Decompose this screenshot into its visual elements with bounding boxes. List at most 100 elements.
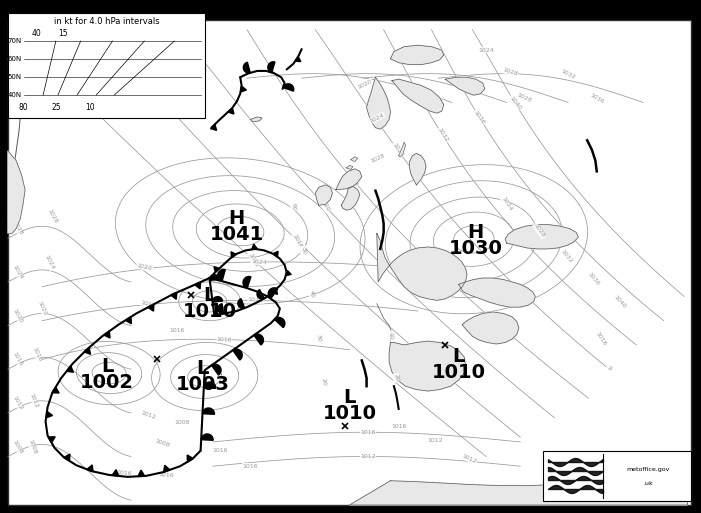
Polygon shape: [46, 411, 53, 418]
Text: 1008: 1008: [27, 439, 37, 455]
Polygon shape: [240, 86, 247, 92]
Text: 1010: 1010: [182, 302, 236, 321]
Text: 1016: 1016: [594, 331, 607, 347]
Text: 40N: 40N: [8, 92, 22, 98]
Text: 1020: 1020: [137, 263, 153, 271]
Text: 1016: 1016: [158, 472, 175, 478]
Text: 9: 9: [606, 365, 612, 371]
Polygon shape: [48, 437, 55, 443]
Polygon shape: [104, 331, 110, 338]
Text: 1012: 1012: [29, 392, 39, 409]
Text: 1028: 1028: [370, 153, 386, 164]
Text: 1010: 1010: [322, 404, 376, 423]
Polygon shape: [458, 278, 536, 307]
Text: .uk: .uk: [643, 481, 653, 486]
Polygon shape: [233, 349, 243, 360]
Text: 1016: 1016: [170, 328, 185, 333]
Text: 1032: 1032: [560, 249, 573, 264]
Polygon shape: [171, 292, 177, 299]
Polygon shape: [268, 62, 275, 72]
Text: 1028: 1028: [391, 142, 404, 158]
Polygon shape: [125, 317, 131, 324]
Text: L: L: [453, 347, 465, 366]
Text: 1028: 1028: [11, 220, 23, 236]
Text: 1016: 1016: [116, 470, 132, 477]
Text: 1016: 1016: [391, 424, 407, 429]
Text: 1040: 1040: [612, 295, 627, 310]
Text: H: H: [468, 223, 484, 242]
Polygon shape: [367, 77, 390, 129]
Text: 1016: 1016: [11, 351, 23, 367]
Text: 1012: 1012: [360, 454, 376, 459]
Polygon shape: [210, 124, 217, 130]
Text: 1024: 1024: [11, 264, 23, 280]
Text: 60N: 60N: [8, 56, 22, 62]
Polygon shape: [204, 382, 216, 388]
Bar: [543, 451, 691, 501]
Text: 30: 30: [316, 333, 322, 342]
Text: 1008: 1008: [11, 439, 23, 455]
Text: 40: 40: [31, 29, 41, 37]
Polygon shape: [243, 277, 251, 288]
Polygon shape: [218, 269, 225, 281]
Polygon shape: [218, 304, 224, 313]
Text: 20: 20: [393, 374, 399, 382]
Polygon shape: [148, 304, 154, 311]
Text: L: L: [203, 286, 216, 305]
Polygon shape: [445, 77, 484, 95]
Polygon shape: [201, 434, 213, 440]
Text: 1016: 1016: [243, 464, 258, 469]
Polygon shape: [187, 455, 193, 462]
Text: 1024: 1024: [369, 112, 385, 124]
Polygon shape: [341, 186, 360, 210]
Text: 1016: 1016: [212, 448, 228, 453]
Text: 1032: 1032: [437, 127, 449, 143]
Polygon shape: [257, 290, 264, 299]
Text: 1020: 1020: [247, 298, 264, 304]
Polygon shape: [87, 465, 93, 472]
Text: 1040: 1040: [508, 95, 522, 110]
Polygon shape: [399, 142, 405, 157]
Polygon shape: [283, 84, 294, 91]
Polygon shape: [214, 267, 219, 272]
Polygon shape: [112, 469, 118, 476]
Polygon shape: [203, 408, 215, 415]
Text: 1010: 1010: [432, 363, 486, 382]
Text: 1012: 1012: [427, 439, 443, 443]
Polygon shape: [138, 470, 144, 476]
Text: L: L: [101, 357, 114, 376]
Text: 10: 10: [86, 104, 95, 112]
Text: 20: 20: [321, 377, 327, 385]
Text: H: H: [229, 209, 245, 228]
Polygon shape: [163, 465, 170, 472]
Text: 1016: 1016: [216, 337, 232, 342]
Polygon shape: [243, 62, 250, 73]
Text: 70N: 70N: [8, 38, 22, 44]
Text: 1032: 1032: [560, 68, 576, 80]
Text: 1020: 1020: [11, 307, 23, 324]
Polygon shape: [228, 108, 234, 114]
Polygon shape: [286, 270, 291, 275]
Text: 1020: 1020: [356, 78, 373, 90]
Text: 1020: 1020: [36, 301, 48, 317]
Text: 1024: 1024: [43, 254, 55, 271]
Polygon shape: [275, 318, 285, 328]
Polygon shape: [295, 56, 301, 62]
Text: 1024: 1024: [478, 48, 494, 52]
Text: 1020: 1020: [318, 196, 329, 213]
Text: 1008: 1008: [154, 438, 170, 448]
Text: 1028: 1028: [502, 68, 518, 77]
Text: 1016: 1016: [140, 300, 156, 308]
Text: metoffice.gov: metoffice.gov: [626, 467, 669, 472]
Polygon shape: [195, 282, 200, 289]
Bar: [8, 13, 205, 118]
Polygon shape: [231, 252, 236, 258]
Polygon shape: [49, 30, 131, 117]
Polygon shape: [53, 387, 59, 393]
Text: 1012: 1012: [11, 395, 23, 411]
Text: 10: 10: [388, 331, 393, 339]
Text: 60: 60: [291, 203, 297, 211]
Text: 1016: 1016: [360, 430, 376, 435]
Polygon shape: [128, 78, 199, 103]
Text: 1028: 1028: [533, 223, 546, 239]
